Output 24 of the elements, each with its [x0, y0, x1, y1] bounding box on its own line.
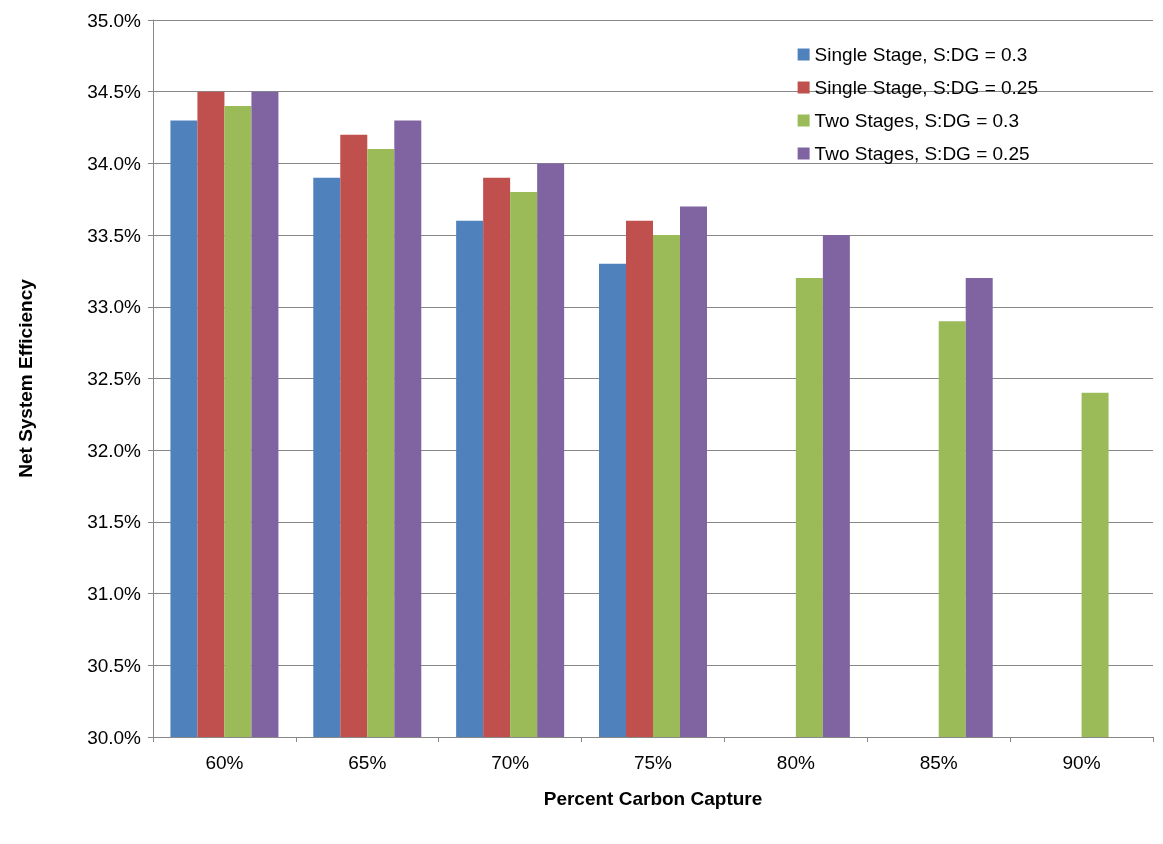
legend-label: Two Stages, S:DG = 0.25	[814, 143, 1030, 164]
x-tick-label: 70%	[491, 752, 530, 773]
x-tick-label: 85%	[919, 752, 958, 773]
y-tick-label: 34.5%	[87, 81, 142, 103]
x-tick-label: 90%	[1062, 752, 1101, 773]
y-tick-label: 32.0%	[87, 439, 142, 461]
y-tick-label: 30.0%	[87, 726, 142, 748]
y-tick-label: 32.5%	[87, 368, 142, 389]
legend-label: Two Stages, S:DG = 0.3	[814, 110, 1019, 131]
y-tick-label: 31.5%	[87, 511, 142, 533]
legend-label: Single Stage, S:DG = 0.25	[814, 77, 1038, 98]
x-tick-label: 80%	[776, 752, 815, 773]
x-axis-title: Percent Carbon Capture	[543, 788, 763, 809]
x-tick-label: 65%	[348, 752, 387, 773]
y-tick-label: 31.0%	[87, 583, 142, 605]
y-tick-label: 33.5%	[87, 224, 142, 246]
y-tick-label: 34.0%	[87, 152, 142, 174]
y-tick-label: 33.0%	[87, 296, 142, 318]
x-tick-label: 75%	[633, 752, 673, 773]
y-tick-label: 35.0%	[87, 9, 142, 31]
x-tick-label: 60%	[205, 752, 244, 773]
legend-label: Single Stage, S:DG = 0.3	[814, 44, 1028, 65]
y-axis-title: Net System Efficiency	[15, 278, 36, 478]
y-tick-label: 30.5%	[87, 654, 142, 676]
